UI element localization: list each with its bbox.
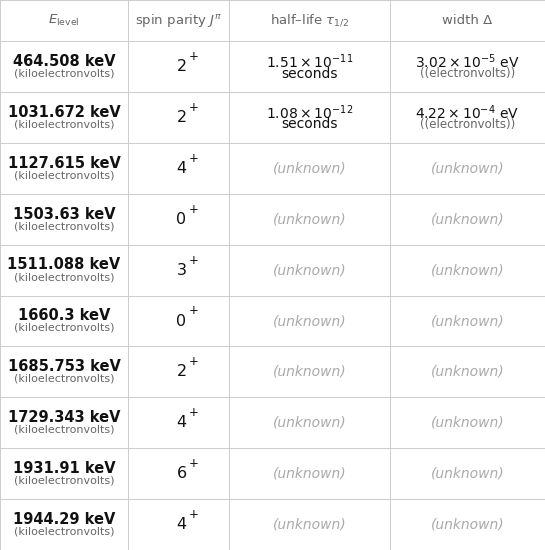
Text: (kiloelectronvolts): (kiloelectronvolts): [14, 526, 114, 536]
Text: (unknown): (unknown): [272, 314, 346, 328]
Text: +: +: [189, 355, 198, 368]
Text: 1729.343 keV: 1729.343 keV: [8, 410, 120, 425]
Text: 1127.615 keV: 1127.615 keV: [8, 156, 120, 170]
Text: (unknown): (unknown): [431, 467, 504, 481]
Text: +: +: [189, 304, 198, 317]
Text: (kiloelectronvolts): (kiloelectronvolts): [14, 272, 114, 282]
Text: (kiloelectronvolts): (kiloelectronvolts): [14, 374, 114, 384]
Text: +: +: [189, 101, 198, 114]
Text: (unknown): (unknown): [431, 365, 504, 379]
Text: 0: 0: [177, 212, 186, 227]
Text: 4: 4: [177, 415, 186, 430]
Text: 1660.3 keV: 1660.3 keV: [18, 309, 110, 323]
Text: (unknown): (unknown): [272, 212, 346, 226]
Text: ((electronvolts)): ((electronvolts)): [420, 118, 515, 131]
Text: 2: 2: [177, 365, 186, 380]
Text: (unknown): (unknown): [431, 314, 504, 328]
Text: seconds: seconds: [281, 67, 337, 81]
Text: ((electronvolts)): ((electronvolts)): [420, 67, 515, 80]
Text: (kiloelectronvolts): (kiloelectronvolts): [14, 119, 114, 129]
Text: +: +: [189, 202, 198, 216]
Text: 1511.088 keV: 1511.088 keV: [8, 257, 120, 272]
Text: (unknown): (unknown): [272, 365, 346, 379]
Text: (unknown): (unknown): [431, 518, 504, 531]
Text: (unknown): (unknown): [431, 263, 504, 277]
Text: (kiloelectronvolts): (kiloelectronvolts): [14, 425, 114, 435]
Text: +: +: [189, 508, 198, 521]
Text: (unknown): (unknown): [272, 263, 346, 277]
Text: 464.508 keV: 464.508 keV: [13, 54, 116, 69]
Text: $4.22\times10^{-4}$ eV: $4.22\times10^{-4}$ eV: [415, 103, 519, 122]
Text: (unknown): (unknown): [272, 467, 346, 481]
Text: (kiloelectronvolts): (kiloelectronvolts): [14, 221, 114, 231]
Text: +: +: [189, 50, 198, 63]
Text: 1944.29 keV: 1944.29 keV: [13, 512, 115, 527]
Text: (unknown): (unknown): [431, 416, 504, 430]
Text: 6: 6: [177, 466, 186, 481]
Text: width Δ: width Δ: [442, 14, 493, 27]
Text: +: +: [189, 152, 198, 165]
Text: (unknown): (unknown): [272, 162, 346, 175]
Text: (unknown): (unknown): [431, 212, 504, 226]
Text: (kiloelectronvolts): (kiloelectronvolts): [14, 170, 114, 180]
Text: seconds: seconds: [281, 118, 337, 131]
Text: $E_{\rm level}$: $E_{\rm level}$: [49, 13, 80, 28]
Text: spin parity $J^{\pi}$: spin parity $J^{\pi}$: [135, 12, 222, 29]
Text: 1031.672 keV: 1031.672 keV: [8, 105, 120, 120]
Text: (kiloelectronvolts): (kiloelectronvolts): [14, 476, 114, 486]
Text: +: +: [189, 457, 198, 470]
Text: (kiloelectronvolts): (kiloelectronvolts): [14, 69, 114, 79]
Text: half–life $\tau_{1/2}$: half–life $\tau_{1/2}$: [270, 13, 349, 29]
Text: 3: 3: [177, 263, 186, 278]
Text: (unknown): (unknown): [431, 162, 504, 175]
Text: $1.51\times10^{-11}$: $1.51\times10^{-11}$: [265, 52, 353, 71]
Text: +: +: [189, 254, 198, 267]
Text: 1685.753 keV: 1685.753 keV: [8, 359, 120, 374]
Text: $1.08\times10^{-12}$: $1.08\times10^{-12}$: [265, 103, 353, 122]
Text: 4: 4: [177, 161, 186, 176]
Text: $3.02\times10^{-5}$ eV: $3.02\times10^{-5}$ eV: [415, 52, 520, 71]
Text: 1503.63 keV: 1503.63 keV: [13, 207, 116, 222]
Text: 2: 2: [177, 110, 186, 125]
Text: (unknown): (unknown): [272, 518, 346, 531]
Text: +: +: [189, 406, 198, 419]
Text: (unknown): (unknown): [272, 416, 346, 430]
Text: (kiloelectronvolts): (kiloelectronvolts): [14, 323, 114, 333]
Text: 2: 2: [177, 59, 186, 74]
Text: 1931.91 keV: 1931.91 keV: [13, 461, 116, 476]
Text: 4: 4: [177, 517, 186, 532]
Text: 0: 0: [177, 314, 186, 328]
